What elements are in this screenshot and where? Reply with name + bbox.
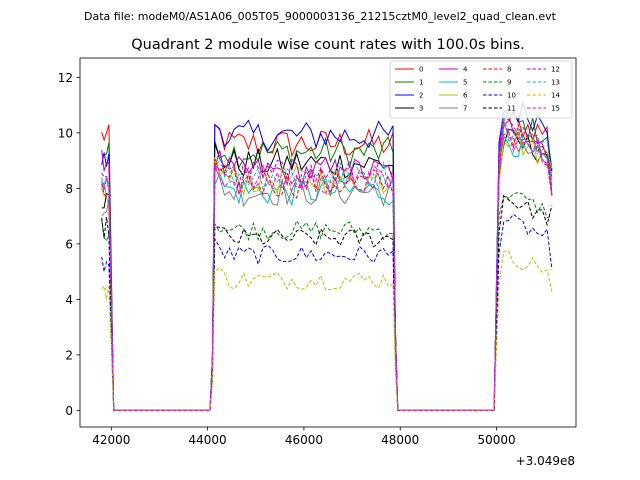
legend-label-6: 6 bbox=[463, 92, 468, 100]
legend-label-15: 15 bbox=[551, 105, 560, 113]
legend-label-1: 1 bbox=[419, 79, 423, 87]
x-tick-label: 46000 bbox=[285, 433, 323, 447]
legend-label-5: 5 bbox=[463, 79, 467, 87]
y-tick-label: 4 bbox=[65, 293, 73, 307]
plot-area bbox=[101, 100, 553, 411]
y-tick-label: 6 bbox=[65, 237, 73, 251]
x-offset-label: +3.049e8 bbox=[516, 454, 575, 468]
legend-label-4: 4 bbox=[463, 66, 468, 74]
legend-label-10: 10 bbox=[507, 92, 516, 100]
y-tick-label: 8 bbox=[65, 182, 73, 196]
x-tick-label: 42000 bbox=[92, 433, 130, 447]
legend-box bbox=[389, 60, 573, 119]
y-tick-label: 10 bbox=[58, 126, 73, 140]
x-tick-label: 44000 bbox=[189, 433, 227, 447]
x-axis: 42000 44000 46000 48000 50000 bbox=[92, 427, 516, 447]
legend-label-13: 13 bbox=[551, 79, 560, 87]
legend-label-2: 2 bbox=[419, 92, 423, 100]
series-line-15 bbox=[101, 124, 553, 411]
y-tick-label: 0 bbox=[65, 404, 73, 418]
y-axis: 0 2 4 6 8 10 12 bbox=[58, 71, 80, 418]
legend-label-9: 9 bbox=[507, 79, 511, 87]
legend-label-11: 11 bbox=[507, 105, 516, 113]
axes-frame bbox=[79, 57, 577, 428]
legend-label-14: 14 bbox=[551, 92, 560, 100]
legend-label-7: 7 bbox=[463, 105, 467, 113]
legend-label-12: 12 bbox=[551, 66, 560, 74]
chart-suptitle: Data file: modeM0/AS1A06_005T05_90000031… bbox=[84, 10, 557, 23]
legend-label-0: 0 bbox=[419, 66, 423, 74]
y-tick-label: 2 bbox=[65, 348, 73, 362]
chart-title: Quadrant 2 module wise count rates with … bbox=[131, 37, 525, 53]
x-tick-label: 48000 bbox=[381, 433, 419, 447]
x-tick-label: 50000 bbox=[477, 433, 515, 447]
legend-label-3: 3 bbox=[419, 105, 423, 113]
legend-label-8: 8 bbox=[507, 66, 511, 74]
y-tick-label: 12 bbox=[58, 71, 73, 85]
